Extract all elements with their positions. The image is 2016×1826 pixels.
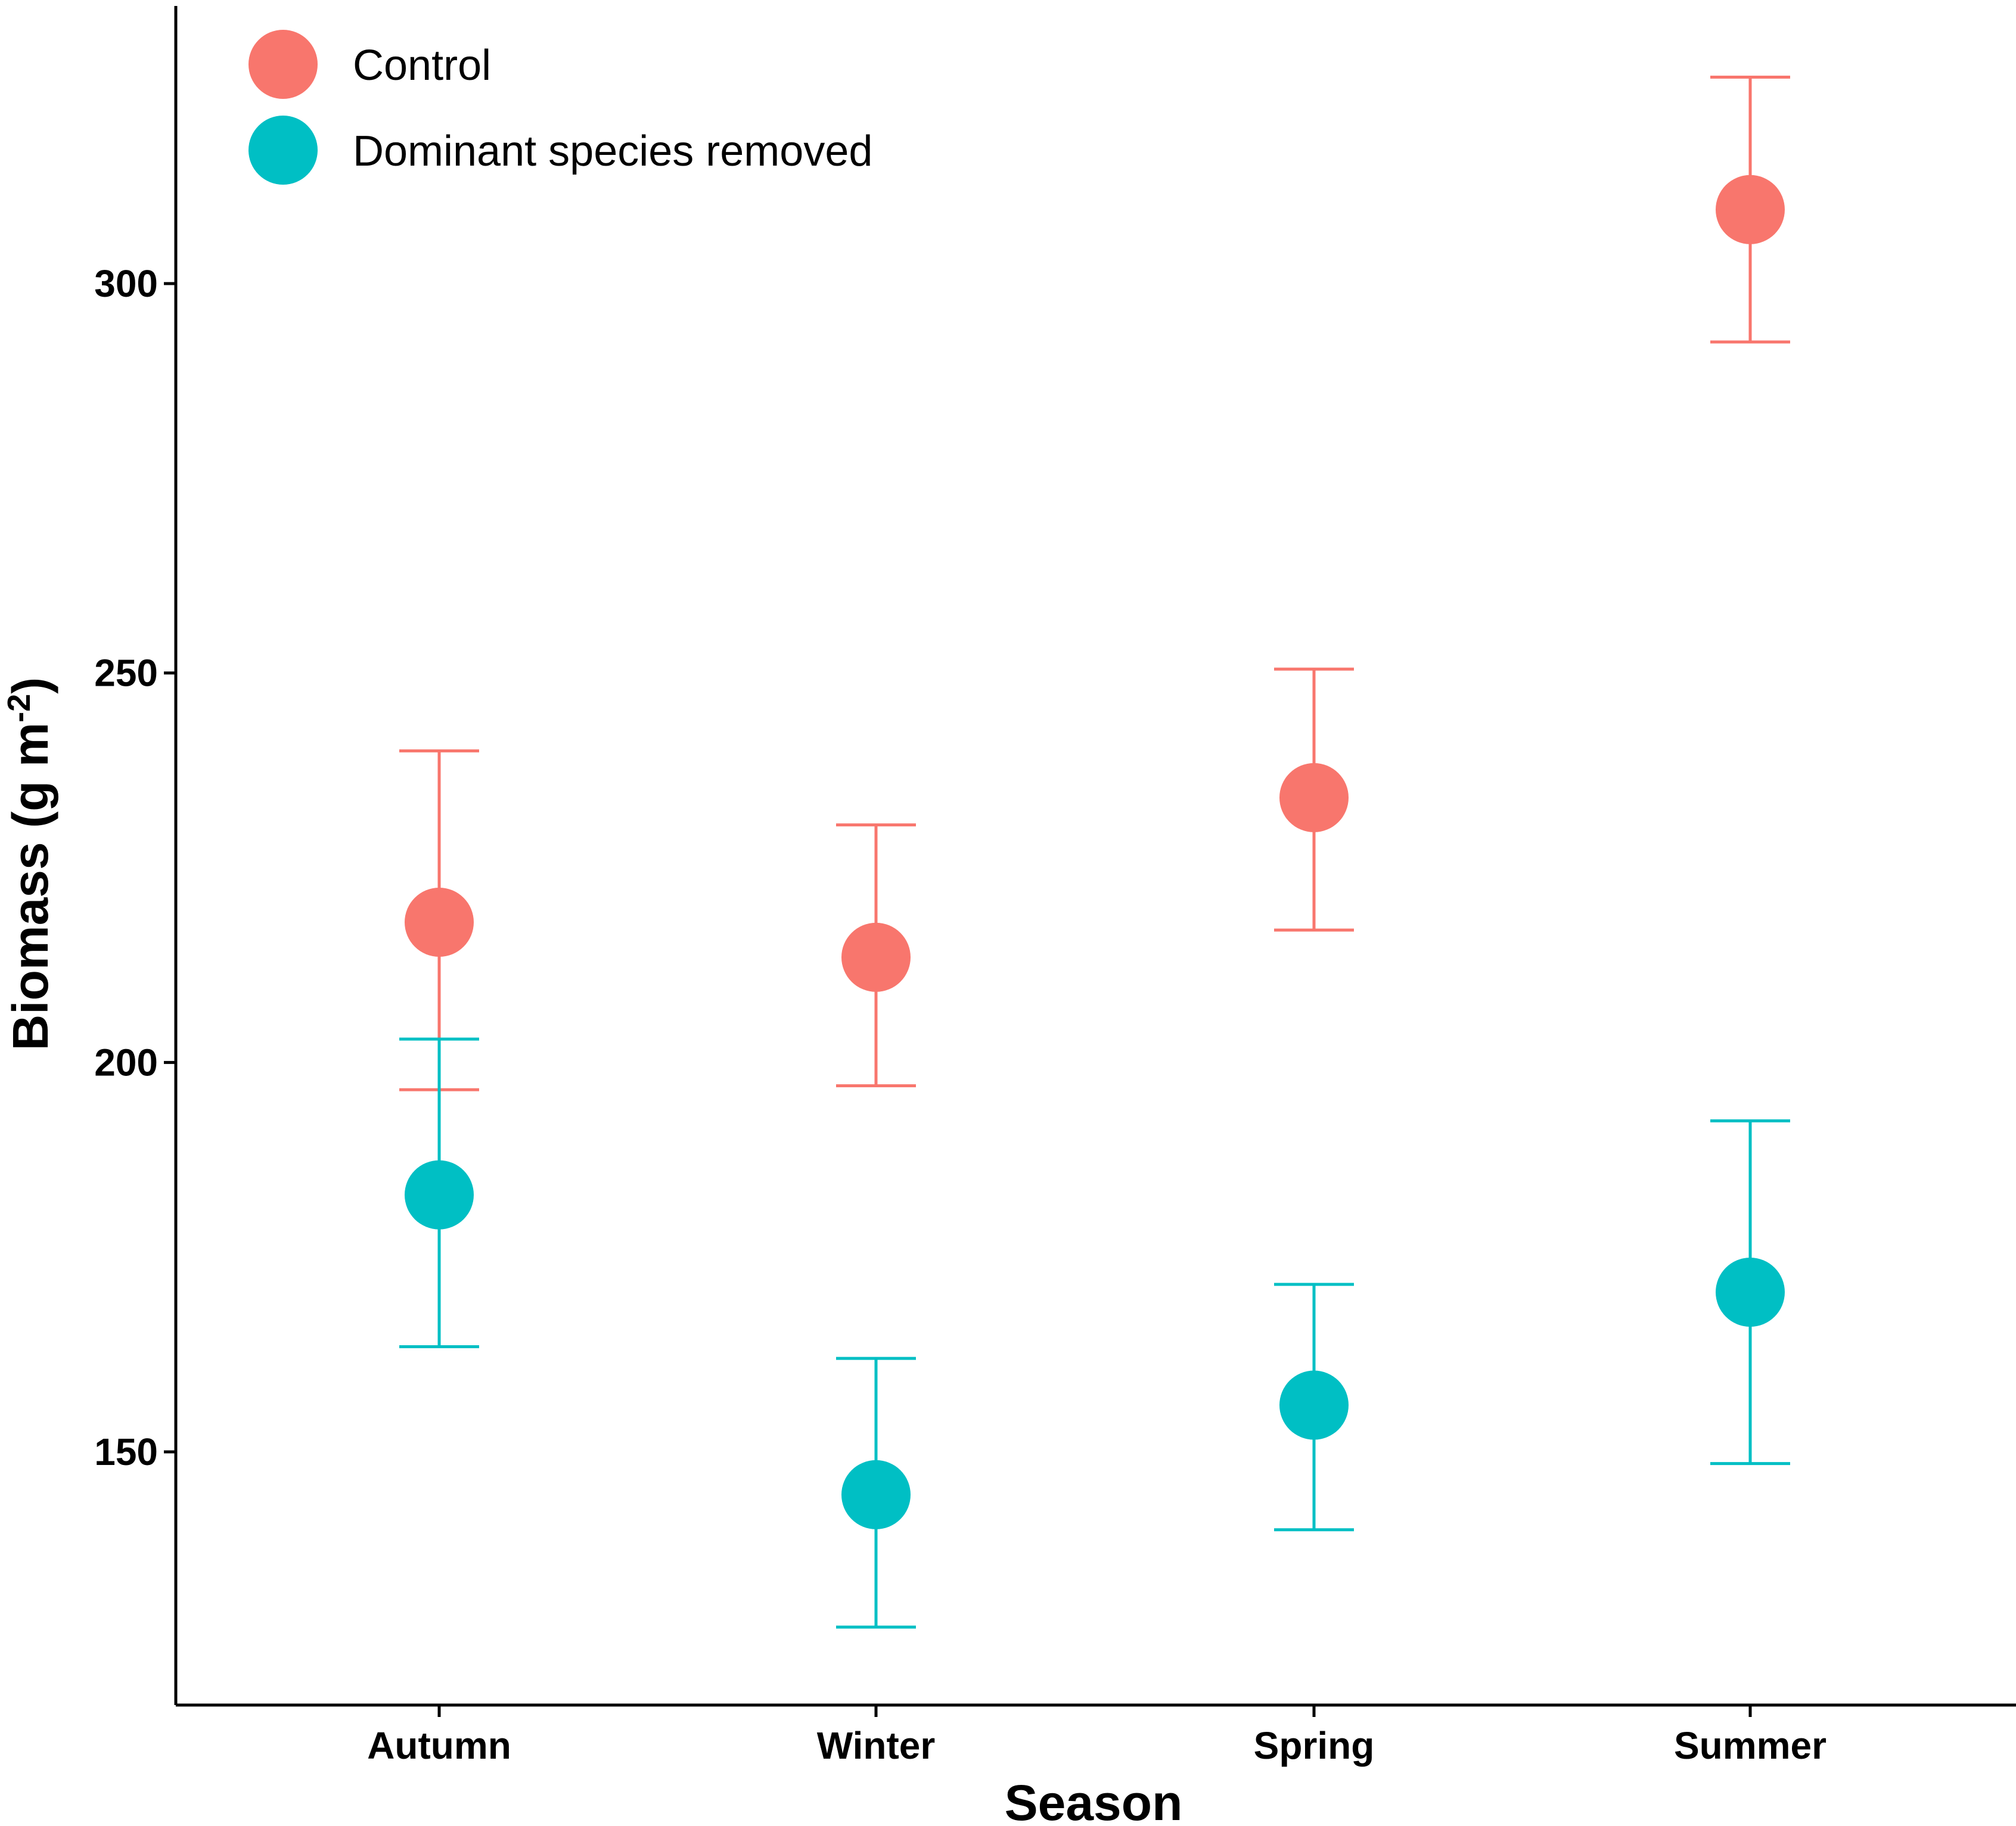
- y-tick-label-250: 250: [94, 652, 158, 695]
- series-control: [399, 76, 1790, 1091]
- y-ticks: 150 200 250 300: [94, 262, 176, 1473]
- point-removed-autumn: [405, 1160, 474, 1230]
- point-removed-summer: [1716, 1257, 1785, 1327]
- y-tick-label-300: 300: [94, 262, 158, 305]
- point-control-autumn: [405, 888, 474, 957]
- point-removed-winter: [841, 1460, 911, 1529]
- x-tick-label-autumn: Autumn: [367, 1724, 511, 1767]
- legend-label-control: Control: [353, 42, 491, 89]
- x-tick-label-summer: Summer: [1674, 1724, 1826, 1767]
- legend-label-removed: Dominant species removed: [353, 127, 872, 175]
- y-axis-title-close: ): [2, 677, 58, 694]
- legend-key-removed: [248, 116, 318, 185]
- x-tick-label-spring: Spring: [1254, 1724, 1375, 1767]
- y-tick-label-200: 200: [94, 1041, 158, 1084]
- axes: [174, 6, 2016, 1707]
- y-axis-title: Biomass (g m-2): [1, 677, 58, 1051]
- y-axis-title-superscript: -2: [1, 694, 37, 723]
- y-tick-label-150: 150: [94, 1430, 158, 1473]
- y-axis-title-main: Biomass (g m: [2, 723, 58, 1051]
- series-layer: [399, 76, 1790, 1629]
- legend-key-control: [248, 30, 318, 99]
- x-axis-title: Season: [1005, 1775, 1183, 1826]
- point-removed-spring: [1279, 1370, 1349, 1440]
- legend: Control Dominant species removed: [248, 30, 872, 185]
- point-control-summer: [1716, 175, 1785, 244]
- x-tick-label-winter: Winter: [817, 1724, 936, 1767]
- point-control-winter: [841, 922, 911, 992]
- series-removed: [399, 1037, 1790, 1629]
- point-control-spring: [1279, 763, 1349, 832]
- x-ticks: Autumn Winter Spring Summer: [367, 1705, 1826, 1767]
